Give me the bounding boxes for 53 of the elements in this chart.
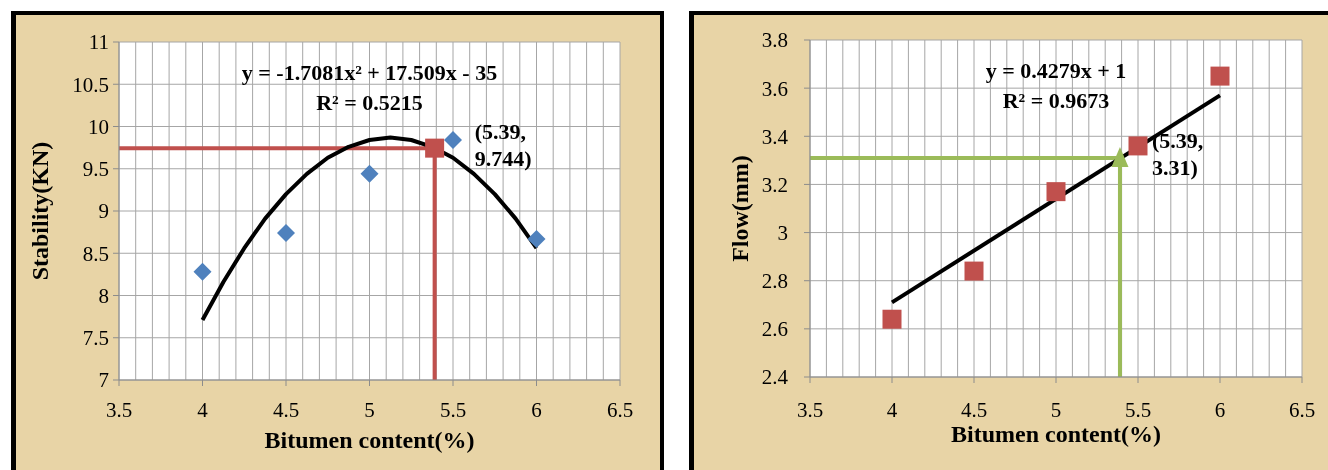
- point: [1128, 136, 1148, 156]
- y-tick-label: 2.6: [761, 317, 788, 342]
- point: [1210, 66, 1230, 86]
- x-tick-label: 5: [1050, 397, 1062, 422]
- point: [527, 229, 546, 248]
- point: [964, 261, 984, 281]
- y-tick-label: 10: [88, 114, 109, 139]
- y-tick-label: 9: [98, 199, 109, 224]
- point: [360, 164, 379, 183]
- x-tick-label: 6.5: [1288, 397, 1316, 422]
- annotation: (5.39, 3.31): [1151, 127, 1204, 180]
- x-axis-title: Bitumen content(%): [951, 421, 1161, 447]
- x-tick-label: 4.5: [272, 397, 300, 422]
- y-axis-title: Stability(KN): [27, 141, 53, 281]
- x-tick-label: 3.5: [796, 397, 824, 422]
- annotation: y = 0.4279x + 1: [985, 57, 1127, 83]
- y-tick-label: 2.8: [761, 269, 788, 294]
- y-tick-label: 3.2: [761, 172, 788, 197]
- x-tick-label: 6.5: [606, 397, 634, 422]
- y-tick-label: 3.8: [761, 28, 788, 53]
- point: [444, 131, 462, 150]
- x-tick-label: 6: [531, 397, 542, 422]
- y-tick-label: 8: [98, 283, 109, 308]
- y-tick-label: 10.5: [72, 72, 109, 97]
- annotation: y = -1.7081x² + 17.509x - 35: [241, 59, 498, 85]
- y-tick-label: 7: [98, 368, 109, 393]
- point: [1046, 182, 1066, 202]
- point: [1111, 146, 1129, 167]
- point: [277, 223, 295, 242]
- x-tick-label: 5.5: [1124, 397, 1152, 422]
- y-tick-label: 3.6: [761, 76, 788, 101]
- point: [882, 309, 902, 329]
- x-tick-label: 3.5: [105, 397, 133, 422]
- point: [425, 138, 445, 158]
- annotation: R² = 0.5215: [316, 89, 423, 115]
- y-tick-label: 8.5: [82, 241, 109, 266]
- x-tick-label: 6: [1214, 397, 1226, 422]
- x-tick-label: 5: [364, 397, 375, 422]
- y-tick-label: 3.4: [761, 124, 789, 149]
- x-tick-label: 4: [197, 397, 209, 422]
- y-axis-title: Flow(mm): [727, 155, 753, 262]
- y-tick-label: 9.5: [82, 157, 109, 182]
- x-tick-label: 4: [886, 397, 898, 422]
- annotation: (5.39, 9.744): [474, 118, 532, 171]
- x-tick-label: 4.5: [960, 397, 988, 422]
- y-tick-label: 11: [88, 30, 109, 55]
- x-axis-title: Bitumen content(%): [264, 427, 475, 453]
- annotation: R² = 0.9673: [1002, 87, 1110, 113]
- y-tick-label: 7.5: [82, 326, 109, 351]
- x-tick-label: 5.5: [439, 397, 467, 422]
- y-tick-label: 3: [777, 221, 788, 246]
- point: [193, 262, 212, 281]
- y-tick-label: 2.4: [761, 365, 789, 390]
